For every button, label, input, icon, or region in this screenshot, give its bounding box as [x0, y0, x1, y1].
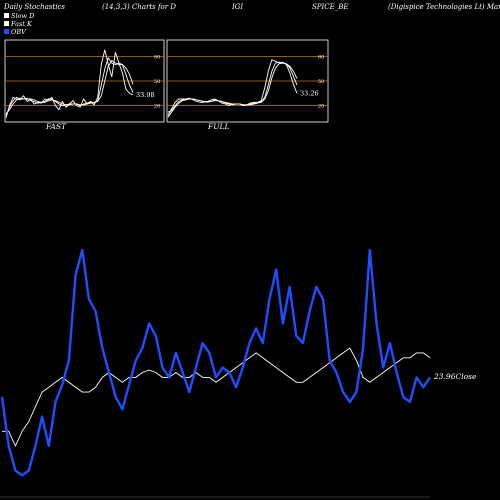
tick-label-80: 80	[318, 54, 324, 60]
price-obv-chart	[0, 248, 431, 498]
legend-swatch-slow-d	[4, 13, 9, 18]
tick-label-50: 50	[154, 79, 160, 85]
close-price-line	[2, 347, 431, 447]
stochastic-series-1	[167, 59, 298, 116]
full-stochastic-panel: 80 50 20 33.26	[166, 39, 329, 123]
header-title: Daily Stochastics	[3, 3, 65, 11]
stochastic-series-2	[167, 61, 298, 113]
tick-label-20: 20	[154, 104, 160, 110]
legend-label-slow-d: Slow D	[11, 12, 35, 20]
close-value-label: 23.96Close	[433, 372, 477, 381]
tick-label-50: 50	[318, 79, 324, 85]
last-value-label: 33.98	[136, 91, 155, 99]
obv-line	[0, 248, 431, 477]
stochastic-series-1	[5, 49, 134, 119]
header-symbol: SPICE_BE	[312, 3, 349, 11]
stochastic-series-3	[5, 59, 134, 115]
last-value-label: 33.26	[300, 89, 319, 97]
fast-panel-label: FAST	[45, 122, 67, 131]
full-panel-label: FULL	[207, 122, 230, 131]
legend-swatch-fast-k	[4, 21, 9, 26]
tick-label-80: 80	[154, 54, 160, 60]
legend: Slow D Fast K OBV	[4, 12, 35, 36]
header-code: IGI	[231, 3, 243, 11]
stochastic-series-3	[167, 62, 298, 118]
legend-label-obv: OBV	[11, 28, 27, 36]
tick-label-20: 20	[318, 104, 324, 110]
stochastic-series-2	[5, 57, 134, 116]
legend-label-fast-k: Fast K	[10, 20, 33, 28]
legend-swatch-obv	[4, 29, 9, 34]
header-params: (14,3,3) Charts for D	[102, 3, 176, 11]
fast-stochastic-panel: 80 50 20 33.98	[4, 39, 165, 123]
header-company: (Digispice Technologies Lt) Manufactu	[388, 3, 500, 11]
